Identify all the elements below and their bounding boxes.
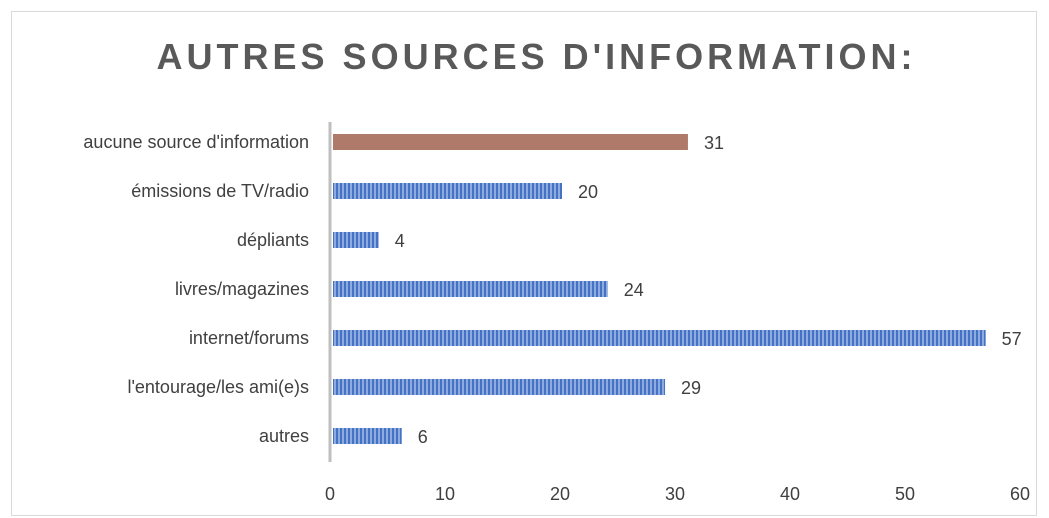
data-label-0: 31	[704, 133, 724, 153]
x-tick-label-6: 60	[1010, 484, 1030, 504]
x-tick-label-3: 30	[665, 484, 685, 504]
category-label-1: émissions de TV/radio	[131, 181, 309, 201]
bar-3	[333, 281, 608, 297]
chart-title: AUTRES SOURCES D'INFORMATION:	[156, 36, 917, 77]
x-tick-label-5: 50	[895, 484, 915, 504]
bar-6	[333, 428, 402, 444]
data-label-6: 6	[418, 427, 428, 447]
data-label-5: 29	[681, 378, 701, 398]
x-tick-label-0: 0	[325, 484, 335, 504]
category-label-4: internet/forums	[189, 328, 309, 348]
bar-4	[333, 330, 986, 346]
x-tick-label-4: 40	[780, 484, 800, 504]
category-label-5: l'entourage/les ami(e)s	[127, 377, 309, 397]
category-label-3: livres/magazines	[175, 279, 309, 299]
category-label-0: aucune source d'information	[83, 132, 309, 152]
bar-5	[333, 379, 666, 395]
category-label-2: dépliants	[237, 230, 309, 250]
data-label-2: 4	[395, 231, 405, 251]
x-tick-label-2: 20	[550, 484, 570, 504]
bar-0	[333, 134, 688, 150]
chart-frame	[11, 11, 1037, 516]
data-label-1: 20	[578, 182, 598, 202]
bar-1	[333, 183, 562, 199]
data-label-3: 24	[624, 280, 644, 300]
bar-2	[333, 232, 379, 248]
x-tick-label-1: 10	[435, 484, 455, 504]
category-label-6: autres	[259, 426, 309, 446]
data-label-4: 57	[1002, 329, 1022, 349]
